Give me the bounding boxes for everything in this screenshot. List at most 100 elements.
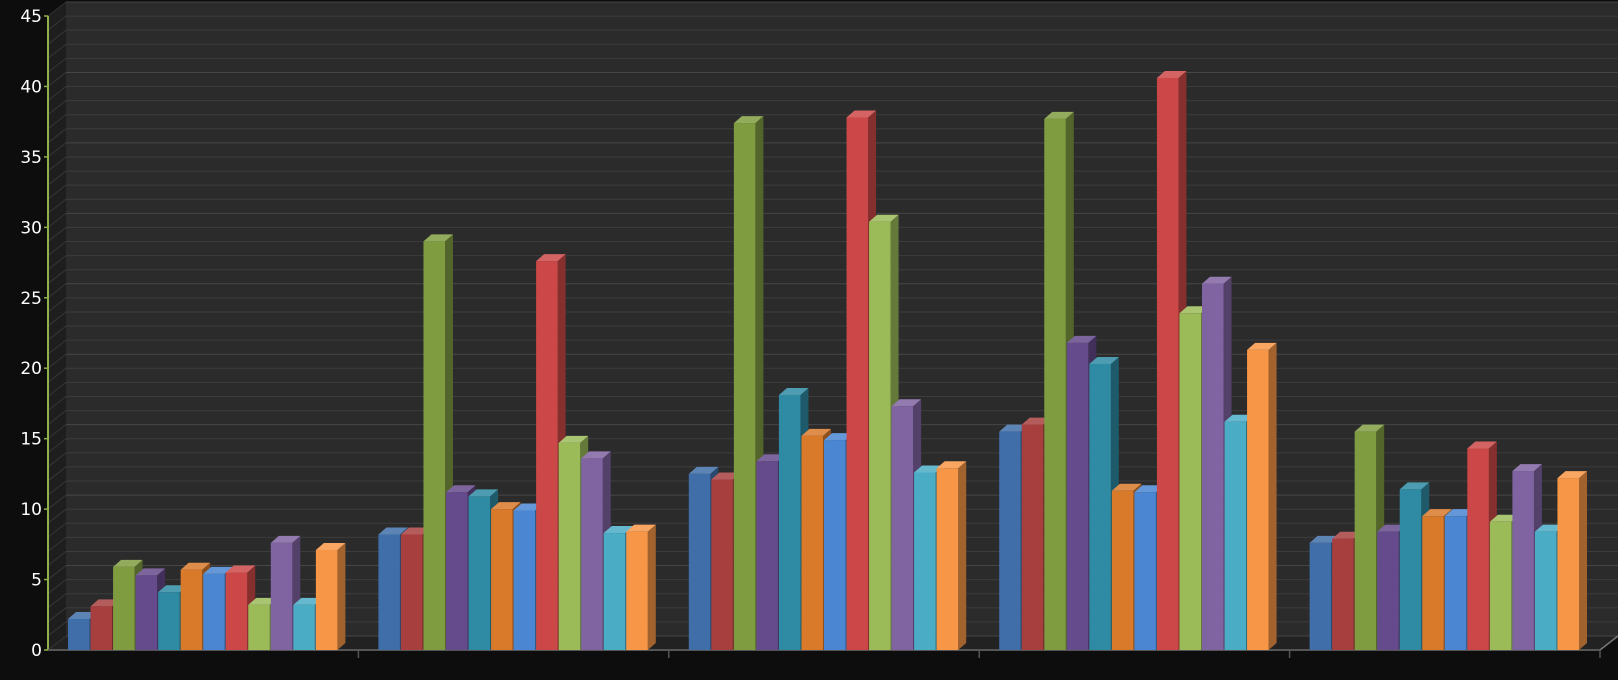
bar-front	[1224, 421, 1247, 650]
gridline-side	[47, 43, 67, 59]
gridline-side	[47, 1, 67, 17]
bar-front	[1557, 478, 1579, 650]
bar-front	[1377, 531, 1399, 650]
gridline-side	[47, 452, 67, 468]
bar-front	[400, 534, 423, 650]
bar-top	[1224, 414, 1255, 422]
gridline-side	[47, 410, 67, 425]
gridline-side	[47, 353, 67, 369]
bar-top	[603, 526, 634, 534]
bar-front	[1179, 313, 1201, 650]
bar-front	[1512, 471, 1534, 650]
gridline-side	[47, 494, 67, 510]
bar-top	[1332, 531, 1362, 539]
bar-top	[225, 565, 256, 573]
gridline-side	[47, 128, 67, 144]
bar-top	[558, 435, 589, 443]
bar-top	[1066, 335, 1097, 343]
bar-front	[1021, 424, 1044, 650]
bar-front	[603, 533, 626, 650]
gridline-side	[47, 396, 67, 411]
gridline-side	[47, 255, 67, 270]
y-tick-label: 25	[20, 289, 42, 309]
bar-side	[958, 461, 967, 650]
y-tick-label: 15	[20, 430, 42, 450]
gridline-side	[47, 367, 67, 383]
y-tick-label: 0	[31, 641, 42, 661]
bar-top	[1111, 483, 1142, 491]
gridline-side	[47, 593, 67, 609]
bar-top	[688, 466, 719, 474]
bar-front	[581, 458, 603, 650]
bar-front	[801, 435, 823, 650]
gridline-side	[47, 339, 67, 355]
y-tick-label: 45	[20, 7, 42, 27]
gridline-side	[47, 269, 67, 285]
bar-front	[999, 431, 1021, 650]
bar-front	[711, 479, 733, 650]
bar-front	[1089, 363, 1111, 650]
y-tick-label: 20	[20, 359, 42, 379]
bar-front	[1354, 431, 1377, 650]
y-tick-label: 40	[20, 77, 42, 97]
bar-side	[337, 542, 346, 650]
bar-side	[1579, 471, 1587, 650]
bar-front	[315, 549, 338, 650]
bar-front	[824, 440, 846, 650]
bar-front	[1111, 490, 1134, 650]
bar-top	[756, 454, 786, 462]
bar-front	[1134, 492, 1156, 650]
bar	[315, 542, 346, 650]
bar-front	[1534, 531, 1557, 650]
bar-front	[1066, 342, 1089, 650]
bar-front	[778, 394, 801, 650]
gridline-side	[47, 522, 67, 538]
bar-top	[1309, 535, 1340, 543]
bar-top	[135, 568, 166, 576]
gridline-side	[47, 198, 67, 214]
bar-top	[914, 465, 944, 473]
gridline-side	[47, 241, 67, 256]
bar-top	[270, 535, 301, 543]
bar-top	[581, 451, 611, 459]
gridline-side	[47, 635, 67, 651]
bar-top	[1377, 524, 1407, 532]
bar-top	[180, 562, 211, 570]
bar-front	[68, 619, 90, 650]
bar-top	[423, 234, 453, 242]
gridline-side	[47, 297, 67, 313]
bar-top	[203, 566, 233, 574]
gridline-side	[47, 579, 67, 595]
bar-top	[824, 433, 854, 441]
gridline-side	[47, 15, 67, 31]
bar-front	[1044, 118, 1066, 651]
gridline-side	[47, 72, 67, 87]
gridline-side	[47, 438, 67, 454]
bar	[936, 461, 967, 650]
bar-top	[315, 542, 346, 550]
bar-front	[626, 531, 648, 650]
gridline-side	[47, 311, 67, 327]
bar-top	[1247, 342, 1277, 350]
bar-front	[113, 566, 135, 650]
bar-top	[68, 612, 98, 620]
gridline-side	[47, 114, 67, 130]
bar-front	[158, 592, 180, 650]
bar-top	[1399, 482, 1430, 490]
bar-front	[446, 492, 468, 650]
bar-top	[936, 461, 967, 469]
bar-top	[1089, 356, 1119, 364]
bar-top	[1512, 464, 1542, 472]
bar-top	[446, 485, 476, 493]
bar-front	[1202, 283, 1224, 650]
side-wall	[48, 2, 66, 650]
bar-top	[248, 597, 278, 605]
tick-labels: 0 5 10 15 20 25 30 35 40 45	[20, 7, 42, 661]
y-tick-label: 35	[20, 148, 42, 168]
bar-front	[513, 510, 536, 650]
bar-front	[1399, 489, 1422, 650]
bar-front	[135, 575, 158, 650]
bar-top	[1179, 306, 1209, 314]
